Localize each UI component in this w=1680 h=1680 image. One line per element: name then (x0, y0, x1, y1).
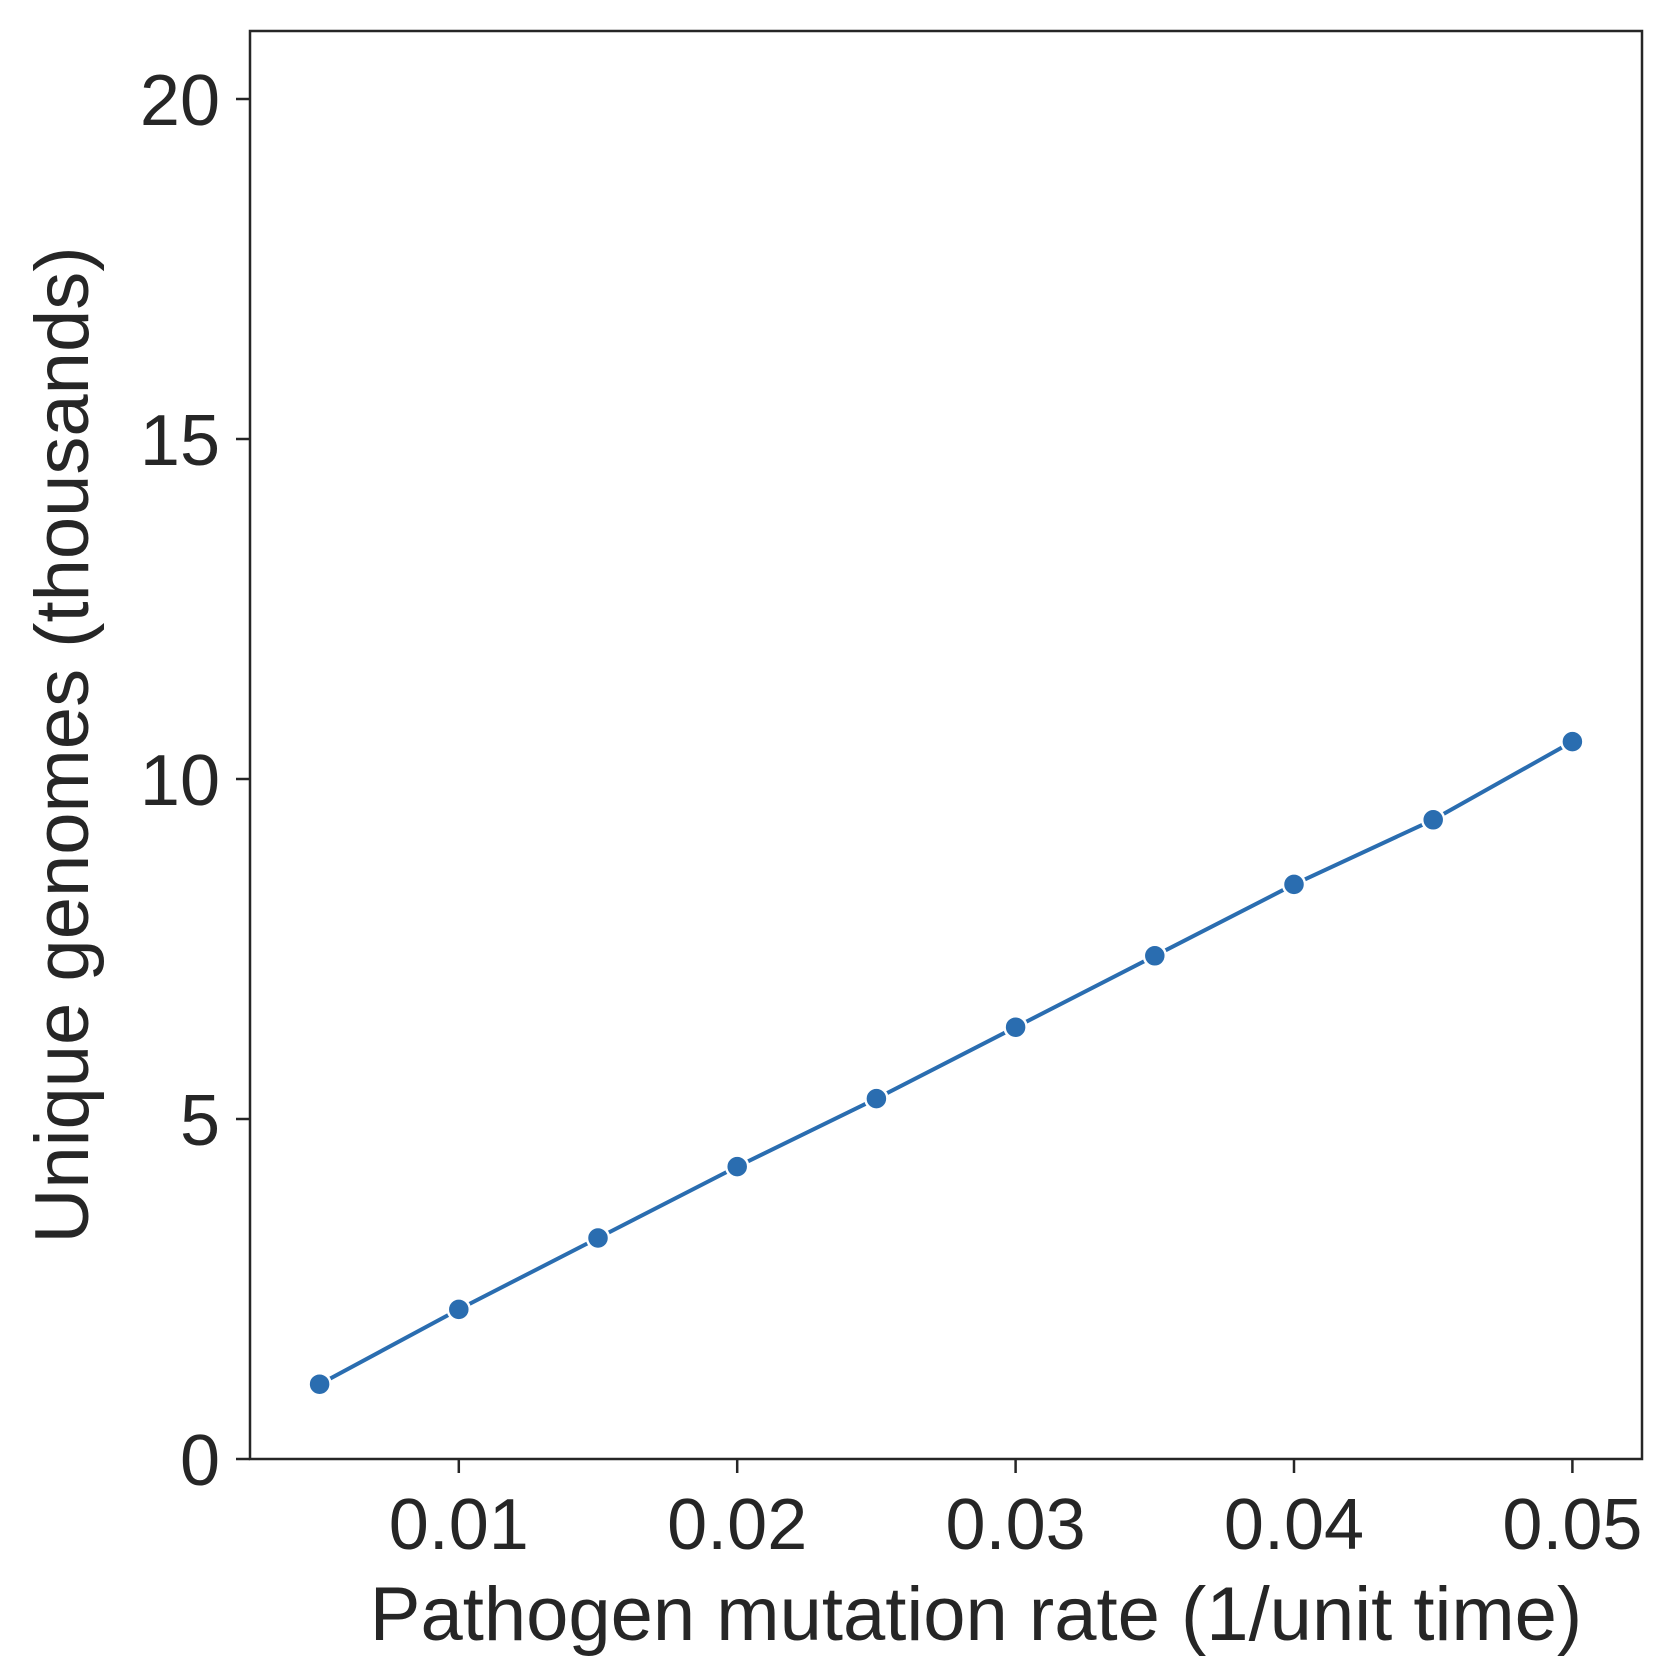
plot-frame (248, 29, 1644, 1461)
data-point (446, 1297, 472, 1322)
data-point (1281, 872, 1307, 897)
data-point (724, 1154, 750, 1179)
data-point (864, 1086, 889, 1111)
x-tick-label: 0.01 (389, 1485, 529, 1565)
series-line (317, 739, 1575, 1387)
x-axis-label: Pathogen mutation rate (1/unit time) (370, 1572, 1582, 1657)
data-point (1003, 1014, 1028, 1040)
x-tick-label: 0.04 (1224, 1485, 1364, 1565)
data-point (1560, 729, 1585, 754)
y-tick-label: 10 (140, 741, 220, 821)
x-tick-label: 0.03 (946, 1485, 1086, 1565)
y-tick-label: 20 (140, 61, 220, 141)
data-point (307, 1371, 332, 1397)
series-layer (307, 729, 1585, 1397)
data-point (1142, 943, 1168, 969)
y-tick-label: 0 (180, 1421, 220, 1501)
data-point (585, 1225, 611, 1251)
y-tick-label: 5 (180, 1081, 220, 1161)
y-tick-label: 15 (140, 401, 220, 481)
y-axis-label: Unique genomes (thousands) (20, 246, 105, 1243)
data-point (1420, 807, 1446, 833)
ticks-layer: 0.01 0.02 0.03 0.04 0.05 0 5 10 15 20 (140, 61, 1643, 1565)
x-tick-label: 0.02 (667, 1485, 807, 1565)
x-tick-label: 0.05 (1502, 1485, 1642, 1565)
